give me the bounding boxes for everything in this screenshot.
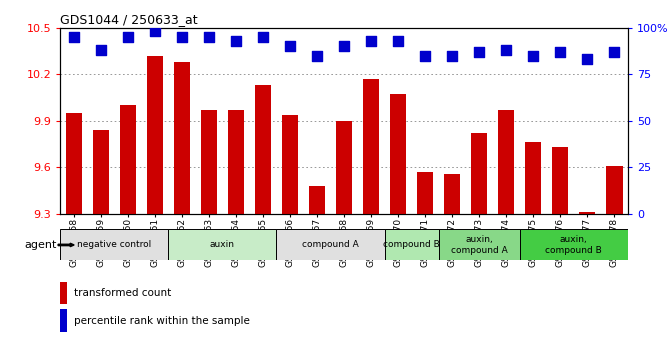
Text: auxin,
compound B: auxin, compound B <box>546 235 603 255</box>
Bar <box>363 79 379 214</box>
Bar <box>498 110 514 214</box>
Text: compound B: compound B <box>383 240 440 249</box>
Bar <box>60 282 67 304</box>
Bar <box>552 147 568 214</box>
Point <box>555 49 566 55</box>
Bar <box>60 229 168 260</box>
Point <box>96 47 106 53</box>
Bar <box>607 166 623 214</box>
Bar <box>439 229 520 260</box>
Text: negative control: negative control <box>77 240 152 249</box>
Point <box>285 43 295 49</box>
Bar <box>390 95 406 214</box>
Text: compound A: compound A <box>302 240 359 249</box>
Point <box>176 34 187 40</box>
Point <box>474 49 484 55</box>
Bar <box>471 133 488 214</box>
Bar <box>120 105 136 214</box>
Text: transformed count: transformed count <box>73 288 171 298</box>
Bar <box>200 110 217 214</box>
Point <box>420 53 430 58</box>
Bar <box>277 229 385 260</box>
Bar <box>147 56 163 214</box>
Bar <box>60 309 67 332</box>
Text: percentile rank within the sample: percentile rank within the sample <box>73 316 250 326</box>
Point <box>230 38 241 43</box>
Bar <box>385 229 439 260</box>
Point <box>393 38 403 43</box>
Bar <box>579 213 595 214</box>
Point <box>609 49 620 55</box>
Text: GDS1044 / 250633_at: GDS1044 / 250633_at <box>60 13 198 27</box>
Point <box>312 53 323 58</box>
Point <box>365 38 376 43</box>
Bar <box>65 113 81 214</box>
Point <box>204 34 214 40</box>
Bar <box>520 229 628 260</box>
Text: auxin,
compound A: auxin, compound A <box>451 235 508 255</box>
Bar <box>255 85 271 214</box>
Point <box>122 34 133 40</box>
Text: agent: agent <box>25 240 57 250</box>
Point <box>150 29 160 34</box>
Text: auxin: auxin <box>210 240 235 249</box>
Bar <box>174 62 190 214</box>
Bar <box>309 186 325 214</box>
Point <box>68 34 79 40</box>
Point <box>582 57 593 62</box>
Bar <box>417 172 434 214</box>
Point <box>501 47 512 53</box>
Bar <box>525 142 541 214</box>
Bar <box>228 110 244 214</box>
Point <box>447 53 458 58</box>
Point <box>528 53 538 58</box>
Point <box>339 43 349 49</box>
Point <box>258 34 269 40</box>
Bar <box>336 121 352 214</box>
Bar <box>444 174 460 214</box>
Bar <box>168 229 277 260</box>
Bar <box>93 130 109 214</box>
Bar <box>282 115 298 214</box>
